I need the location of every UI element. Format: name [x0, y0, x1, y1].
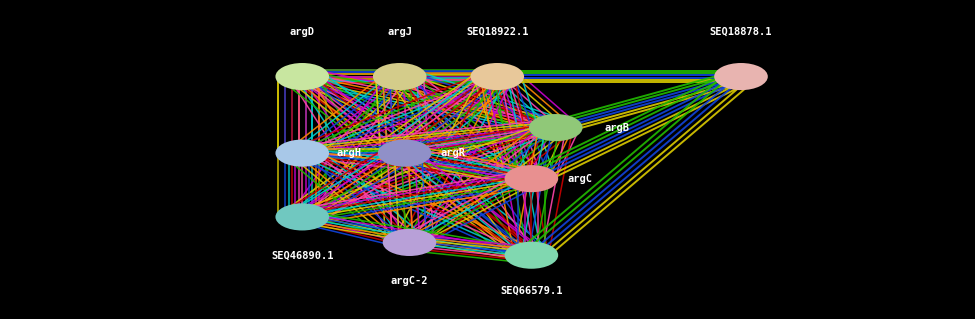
Text: argC: argC: [567, 174, 593, 184]
Text: argC-2: argC-2: [391, 276, 428, 286]
Text: SEQ18878.1: SEQ18878.1: [710, 27, 772, 37]
Text: SEQ46890.1: SEQ46890.1: [271, 250, 333, 260]
Text: argJ: argJ: [387, 27, 412, 37]
Text: argD: argD: [290, 27, 315, 37]
Ellipse shape: [372, 63, 427, 90]
Ellipse shape: [505, 165, 558, 192]
Ellipse shape: [275, 63, 330, 90]
Ellipse shape: [382, 229, 437, 256]
Ellipse shape: [714, 63, 768, 90]
Ellipse shape: [275, 140, 330, 167]
Ellipse shape: [378, 140, 431, 167]
Ellipse shape: [275, 204, 330, 230]
Text: argB: argB: [604, 122, 630, 133]
Text: argH: argH: [336, 148, 362, 158]
Ellipse shape: [505, 242, 558, 269]
Ellipse shape: [470, 63, 525, 90]
Text: SEQ18922.1: SEQ18922.1: [466, 27, 528, 37]
Ellipse shape: [528, 114, 583, 141]
Text: argR: argR: [441, 148, 466, 158]
Text: SEQ66579.1: SEQ66579.1: [500, 285, 563, 295]
